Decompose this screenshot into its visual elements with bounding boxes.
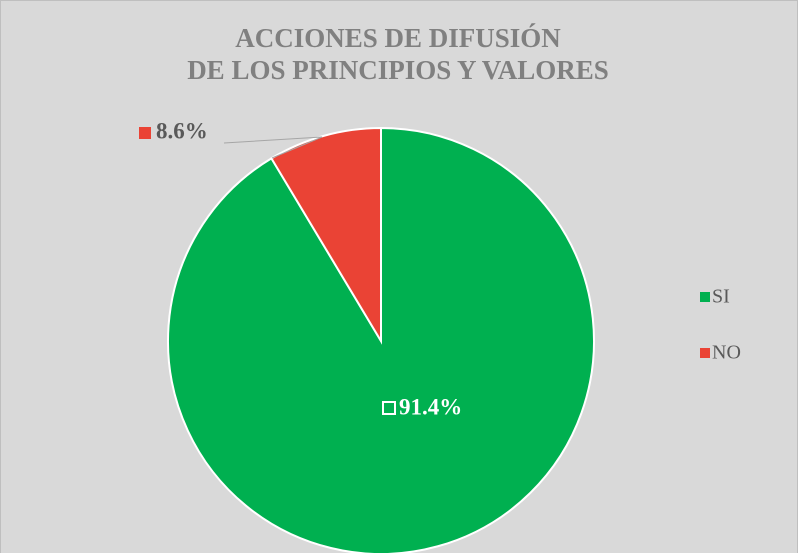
chart-title: ACCIONES DE DIFUSIÓN <box>235 23 561 53</box>
chart-title: DE LOS PRINCIPIOS Y VALORES <box>187 55 609 85</box>
data-label: 8.6% <box>156 118 208 143</box>
pie-slice <box>167 126 595 553</box>
legend-key <box>700 292 710 302</box>
label-key <box>382 401 396 415</box>
label-key <box>139 127 151 139</box>
legend-key <box>700 348 710 358</box>
legend-label: SI <box>712 286 730 308</box>
legend-label: NO <box>712 342 741 364</box>
data-label: 91.4% <box>399 394 462 419</box>
leader-line <box>223 136 323 159</box>
